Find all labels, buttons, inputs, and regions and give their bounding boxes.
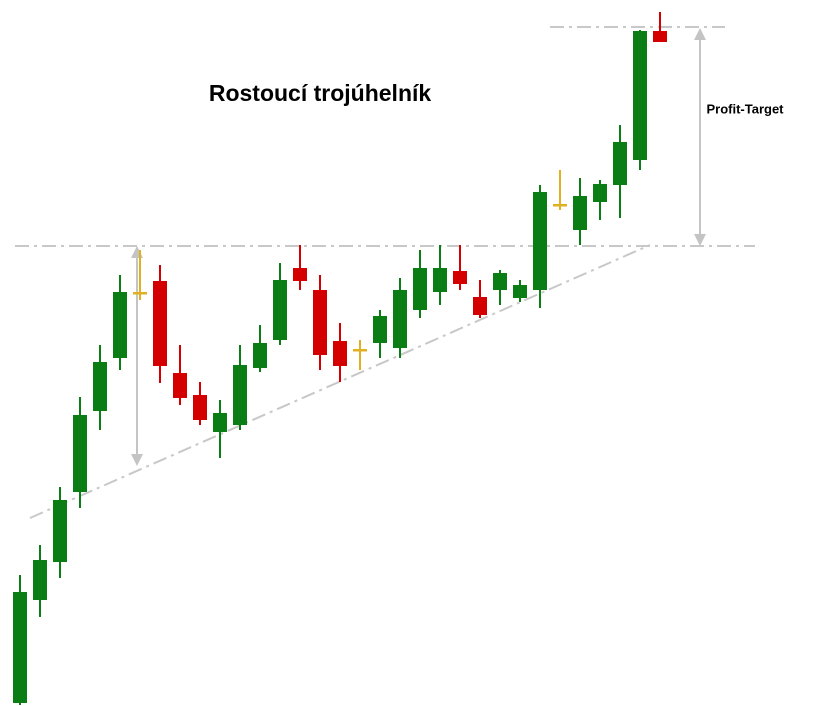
candle-body — [33, 560, 47, 600]
candle-body — [413, 268, 427, 310]
candle-body — [513, 285, 527, 298]
candle-body — [133, 292, 147, 295]
candle-body — [653, 31, 667, 42]
candle-body — [493, 273, 507, 290]
candle-body — [153, 281, 167, 366]
candle-body — [373, 316, 387, 343]
candle-body — [73, 415, 87, 492]
candle-body — [533, 192, 547, 290]
candle-body — [93, 362, 107, 411]
candle-body — [273, 280, 287, 340]
candle-body — [473, 297, 487, 315]
candle-body — [433, 268, 447, 292]
candle-body — [233, 365, 247, 425]
candle-body — [633, 31, 647, 160]
candle-body — [613, 142, 627, 185]
support-line — [29, 244, 651, 519]
candle-body — [193, 395, 207, 420]
candle-body — [593, 184, 607, 202]
candle-body — [53, 500, 67, 562]
candle-body — [313, 290, 327, 355]
candle-body — [573, 196, 587, 230]
candle-body — [353, 349, 367, 352]
candle-body — [333, 341, 347, 366]
candle-body — [113, 292, 127, 358]
candle-body — [553, 204, 567, 207]
candle-body — [13, 592, 27, 703]
candle-body — [453, 271, 467, 284]
chart-title: Rostoucí trojúhelník — [209, 80, 432, 106]
candle-body — [173, 373, 187, 398]
candle-body — [253, 343, 267, 368]
candle-body — [293, 268, 307, 281]
annotation: Profit-Target — [706, 101, 784, 116]
candle-body — [213, 413, 227, 432]
candles — [13, 12, 667, 705]
candle-body — [393, 290, 407, 348]
